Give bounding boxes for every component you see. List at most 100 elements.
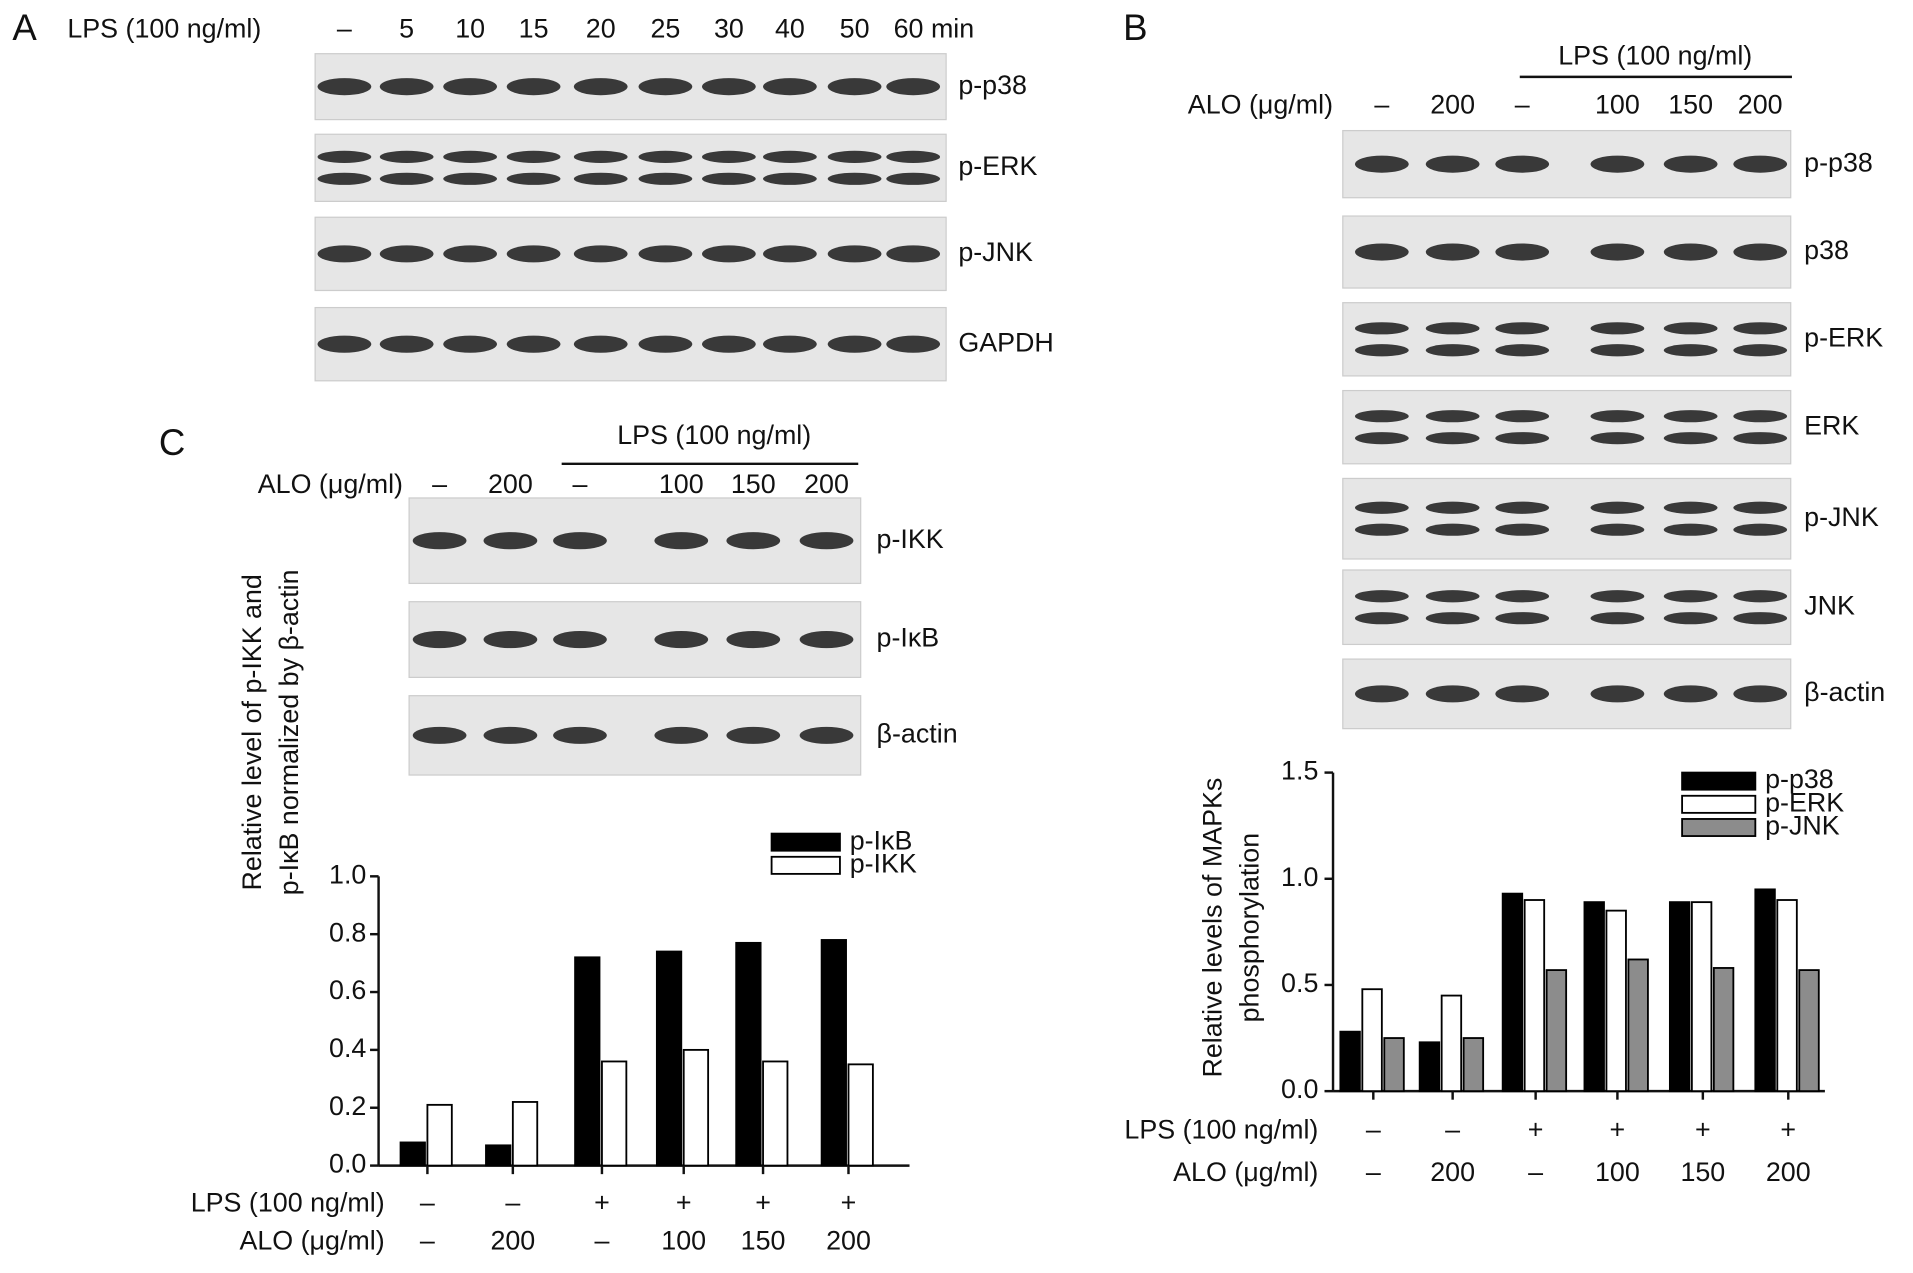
- treatment-label: ALO (μg/ml): [1188, 89, 1333, 119]
- band: [1495, 322, 1550, 335]
- bar: [399, 1141, 426, 1167]
- x-tick-label: +: [1610, 1115, 1626, 1145]
- bar: [1776, 899, 1798, 1093]
- band: [1590, 685, 1645, 703]
- panel-label: B: [1123, 7, 1147, 48]
- band: [443, 335, 497, 353]
- band: [1663, 685, 1718, 703]
- blot-label: p-ERK: [1804, 322, 1883, 352]
- blot: [408, 695, 862, 776]
- row-label: LPS (100 ng/ml): [191, 1188, 385, 1218]
- x-tick-label: +: [1695, 1115, 1711, 1145]
- band: [1425, 523, 1480, 536]
- blot-label: p-JNK: [1804, 502, 1879, 532]
- band: [1663, 322, 1718, 335]
- band: [1733, 685, 1788, 703]
- y-axis-label: phosphorylation: [1234, 833, 1264, 1023]
- blot: [314, 133, 947, 202]
- legend-label: p-JNK: [1765, 811, 1840, 841]
- band: [827, 335, 882, 353]
- band: [1495, 590, 1550, 603]
- band: [1590, 432, 1645, 445]
- band: [1354, 590, 1409, 603]
- lane-label: 200: [488, 469, 533, 499]
- bar: [762, 1060, 789, 1167]
- band: [443, 150, 497, 163]
- band: [638, 245, 693, 263]
- band: [1663, 612, 1718, 625]
- legend-swatch: [1681, 771, 1757, 791]
- bar: [1523, 899, 1546, 1093]
- band: [702, 150, 756, 163]
- bar: [1798, 969, 1820, 1093]
- blot-label: p-JNK: [958, 237, 1033, 267]
- x-tick-label: 200: [826, 1226, 871, 1256]
- band: [1495, 685, 1550, 703]
- band: [317, 172, 372, 185]
- y-tick-label: 1.0: [1281, 862, 1318, 892]
- x-tick-label: 200: [1766, 1157, 1811, 1187]
- band: [573, 78, 628, 96]
- x-tick-label: –: [505, 1188, 520, 1218]
- band: [1590, 322, 1645, 335]
- lane-label: 25: [650, 14, 680, 44]
- blot-label: β-actin: [877, 718, 958, 748]
- band: [1733, 612, 1788, 625]
- band: [726, 532, 781, 550]
- x-tick-label: +: [755, 1188, 771, 1218]
- x-tick-label: 200: [1430, 1157, 1475, 1187]
- band: [1590, 590, 1645, 603]
- x-tick-label: 200: [490, 1226, 535, 1256]
- treatment-label: LPS (100 ng/ml): [1558, 40, 1752, 70]
- band: [1495, 612, 1550, 625]
- blot: [1342, 302, 1792, 377]
- bar: [1605, 909, 1627, 1093]
- band: [1495, 501, 1550, 514]
- band: [886, 172, 941, 185]
- blot-label: p-IKK: [877, 524, 944, 554]
- lane-label: –: [573, 469, 588, 499]
- blot: [408, 601, 862, 678]
- bar: [682, 1048, 710, 1167]
- band: [763, 245, 817, 263]
- band: [827, 78, 882, 96]
- bar: [1361, 988, 1383, 1093]
- lane-label: 20: [586, 14, 616, 44]
- band: [553, 631, 607, 649]
- band: [1354, 501, 1409, 514]
- x-tick-label: +: [1780, 1115, 1796, 1145]
- legend-label: p-IKK: [850, 848, 917, 878]
- band: [573, 172, 628, 185]
- panel-label: C: [159, 422, 185, 463]
- legend-label: p-IκB: [850, 825, 913, 855]
- band: [1354, 322, 1409, 335]
- band: [1733, 432, 1788, 445]
- band: [1425, 243, 1480, 261]
- blot-label: JNK: [1804, 590, 1855, 620]
- band: [799, 726, 854, 744]
- band: [573, 245, 628, 263]
- band: [483, 726, 538, 744]
- bar: [1462, 1037, 1485, 1093]
- lane-label: –: [432, 469, 447, 499]
- band: [1663, 432, 1718, 445]
- band: [1663, 590, 1718, 603]
- band: [886, 150, 941, 163]
- band: [827, 150, 882, 163]
- band: [1495, 432, 1550, 445]
- y-tick-label: 0.4: [329, 1033, 366, 1063]
- x-tick-label: 100: [1595, 1157, 1640, 1187]
- blot-label: β-actin: [1804, 677, 1885, 707]
- band: [379, 245, 434, 263]
- x-tick-label: 100: [661, 1226, 706, 1256]
- lane-label: 5: [399, 14, 414, 44]
- blot: [408, 497, 862, 585]
- band: [726, 726, 781, 744]
- blot-label: p-ERK: [958, 151, 1037, 181]
- x-tick-label: –: [1366, 1157, 1381, 1187]
- legend-label: p-ERK: [1765, 787, 1844, 817]
- blot: [1342, 569, 1792, 646]
- bar: [574, 956, 601, 1167]
- band: [1733, 155, 1788, 173]
- band: [763, 150, 817, 163]
